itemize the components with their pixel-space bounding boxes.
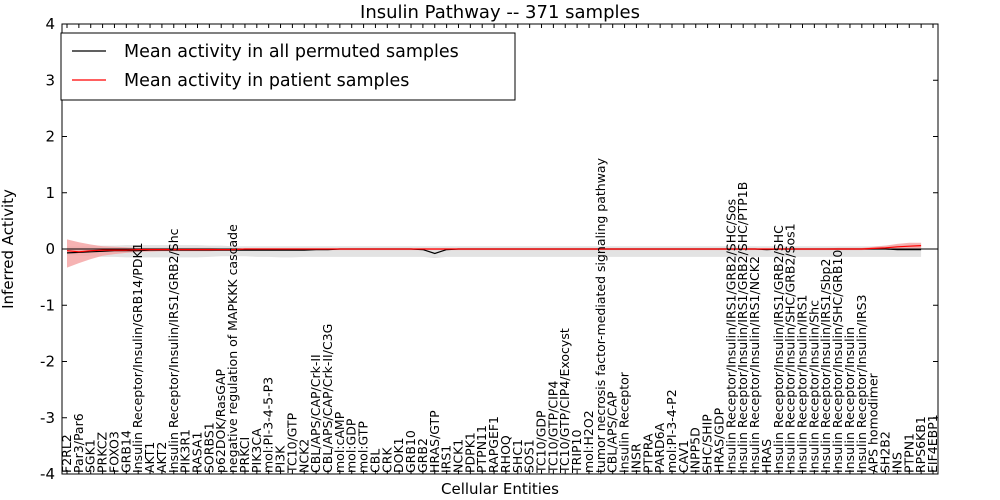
x-category-label: DOK1 — [391, 437, 406, 473]
x-category-label: APS homodimer — [866, 372, 881, 473]
patient-mean-line — [66, 245, 922, 253]
x-category-label: GRB2 — [415, 438, 430, 473]
x-category-label: HRAS/GTP — [427, 410, 442, 473]
y-tick-label: -1 — [40, 296, 55, 314]
x-category-label: mol:PI-3-4-5-P3 — [261, 377, 276, 473]
x-category-label: Insulin Receptor/Insulin/IRS1/NCK2 — [747, 256, 762, 473]
x-category-label: CRK — [379, 447, 394, 473]
x-category-label: SHC1 — [510, 439, 525, 473]
x-category-label: CBL/APS/CAP/Crk-II/C3G — [320, 324, 335, 473]
x-category-label: mol:cAMP — [332, 411, 347, 473]
x-category-label: NCK1 — [451, 439, 466, 473]
x-category-label: Insulin Receptor/Insulin/IRS1/GRB2/SHC — [771, 225, 786, 473]
x-category-label: CBL — [367, 449, 382, 473]
y-tick-label: 4 — [45, 15, 55, 33]
x-category-label: TC10/GTP/CIP4/Exocyst — [557, 328, 572, 474]
legend-frame — [60, 32, 516, 101]
x-category-label: mol:GTP — [356, 421, 371, 473]
x-category-label: PDPK1 — [462, 432, 477, 473]
y-axis-ticks: 4 3 2 1 0 -1 -2 -3 -4 — [40, 15, 938, 483]
x-category-label: SORBS1 — [201, 422, 216, 473]
series-lines — [66, 245, 922, 255]
x-category-label: GRB10 — [403, 430, 418, 473]
x-category-label: PTPN1 — [901, 433, 916, 473]
x-category-label: Insulin Receptor — [617, 371, 632, 473]
x-category-label: SHC/SHIP — [700, 414, 715, 473]
x-category-label: RHOQ — [498, 435, 513, 473]
y-tick-label: -2 — [40, 353, 55, 371]
x-category-label: IRS1 — [439, 445, 454, 473]
x-category-label: RASA1 — [190, 432, 205, 473]
x-category-label: Insulin Receptor/Insulin/IRS1/GRB2/SHC/P… — [735, 182, 750, 473]
x-category-label: RAPGEF1 — [486, 416, 501, 473]
x-category-label: PIK3CA — [249, 428, 264, 473]
x-category-label: CBL/APS/CAP/Crk-II — [308, 354, 323, 473]
x-category-label: PRKCZ — [95, 432, 110, 473]
x-axis-label: Cellular Entities — [441, 480, 559, 498]
x-category-label: PTPN11 — [474, 425, 489, 473]
y-axis-label: Inferred Activity — [0, 189, 17, 309]
x-category-label: Par3/Par6 — [71, 413, 86, 473]
x-category-label: INPP5D — [688, 427, 703, 473]
chart-title: Insulin Pathway -- 371 samples — [360, 2, 640, 23]
y-tick-label: 1 — [45, 184, 55, 202]
x-category-label: HRAS — [759, 439, 774, 473]
x-category-label: Insulin Receptor/Insulin/SHC/GRB10 — [830, 250, 845, 473]
x-category-label: INSR — [628, 443, 643, 473]
x-category-label: Insulin Receptor/Insulin/Shc — [806, 300, 821, 473]
x-category-label: PTPRA — [640, 433, 655, 473]
x-category-label: PIK3R1 — [178, 429, 193, 473]
y-tick-label: 0 — [45, 240, 55, 258]
legend: Mean activity in all permuted samples Me… — [60, 32, 516, 101]
x-category-label: AKT2 — [154, 442, 169, 473]
legend-label-patient: Mean activity in patient samples — [124, 71, 409, 91]
x-category-label: p62DOK/RasGAP — [213, 368, 228, 473]
x-category-label: TC10/GTP/CIP4 — [545, 381, 560, 474]
x-category-label: SOS1 — [522, 439, 537, 473]
x-category-label: FOXO3 — [107, 431, 122, 473]
x-category-label: mol:PI-3-4-P2 — [664, 389, 679, 473]
x-category-label: tumor necrosis factor-mediated signaling… — [593, 157, 608, 473]
y-tick-label: -3 — [40, 409, 55, 427]
y-tick-label: -4 — [40, 465, 55, 483]
x-category-label: NCK2 — [296, 439, 311, 473]
x-category-label: HRAS/GDP — [712, 407, 727, 473]
x-category-label: TC10/GTP — [284, 412, 299, 474]
x-category-label: GRB14 — [118, 430, 133, 473]
permuted-range-band — [67, 244, 922, 258]
x-category-label: TRIP10 — [569, 430, 584, 474]
x-category-label: mol:H2O2 — [581, 410, 596, 473]
x-category-label: CBL/APS/CAP — [605, 391, 620, 473]
legend-label-permuted: Mean activity in all permuted samples — [124, 42, 459, 62]
x-category-label: CAV1 — [676, 440, 691, 473]
x-category-label: PI3K — [273, 445, 288, 473]
x-axis-categories: F2RL2Par3/Par6SGK1PRKCZFOXO3GRB14Insulin… — [59, 24, 940, 474]
x-category-label: Insulin Receptor/Insulin/IRS1/GRB2/SHC/S… — [723, 199, 738, 473]
x-category-label: Insulin Receptor/Insulin/IRS1 — [795, 295, 810, 473]
x-category-label: mol:GDP — [344, 418, 359, 473]
x-category-label: F2RL2 — [59, 434, 74, 473]
x-category-label: EIF4EBP1 — [925, 414, 940, 473]
x-category-label: negative regulation of MAPKKK cascade — [225, 224, 240, 473]
range-bands — [67, 239, 922, 268]
x-category-label: Insulin Receptor/Insulin/IRS1/GRB2/Shc — [166, 228, 181, 473]
y-tick-label: 2 — [45, 128, 55, 146]
x-category-label: PARD6A — [652, 422, 667, 473]
x-category-label: Insulin Receptor/Insulin — [842, 327, 857, 473]
x-category-label: PRKCI — [237, 437, 252, 473]
x-category-label: AKT1 — [142, 442, 157, 473]
x-category-label: INS — [889, 452, 904, 473]
x-category-label: Insulin Receptor/Insulin/SHC/GRB2/Sos1 — [783, 223, 798, 473]
y-tick-label: 3 — [45, 71, 55, 89]
x-category-label: Insulin Receptor/Insulin/IRS1/Sbp2 — [818, 259, 833, 473]
x-category-label: TC10/GDP — [534, 410, 549, 474]
x-category-label: RPS6KB1 — [913, 416, 928, 473]
x-category-label: Insulin Receptor/Insulin/IRS3 — [854, 295, 869, 473]
x-category-label: SH2B2 — [878, 431, 893, 473]
x-category-label: SGK1 — [83, 439, 98, 473]
x-category-label: Insulin Receptor/Insulin/GRB14/PDK1 — [130, 242, 145, 473]
